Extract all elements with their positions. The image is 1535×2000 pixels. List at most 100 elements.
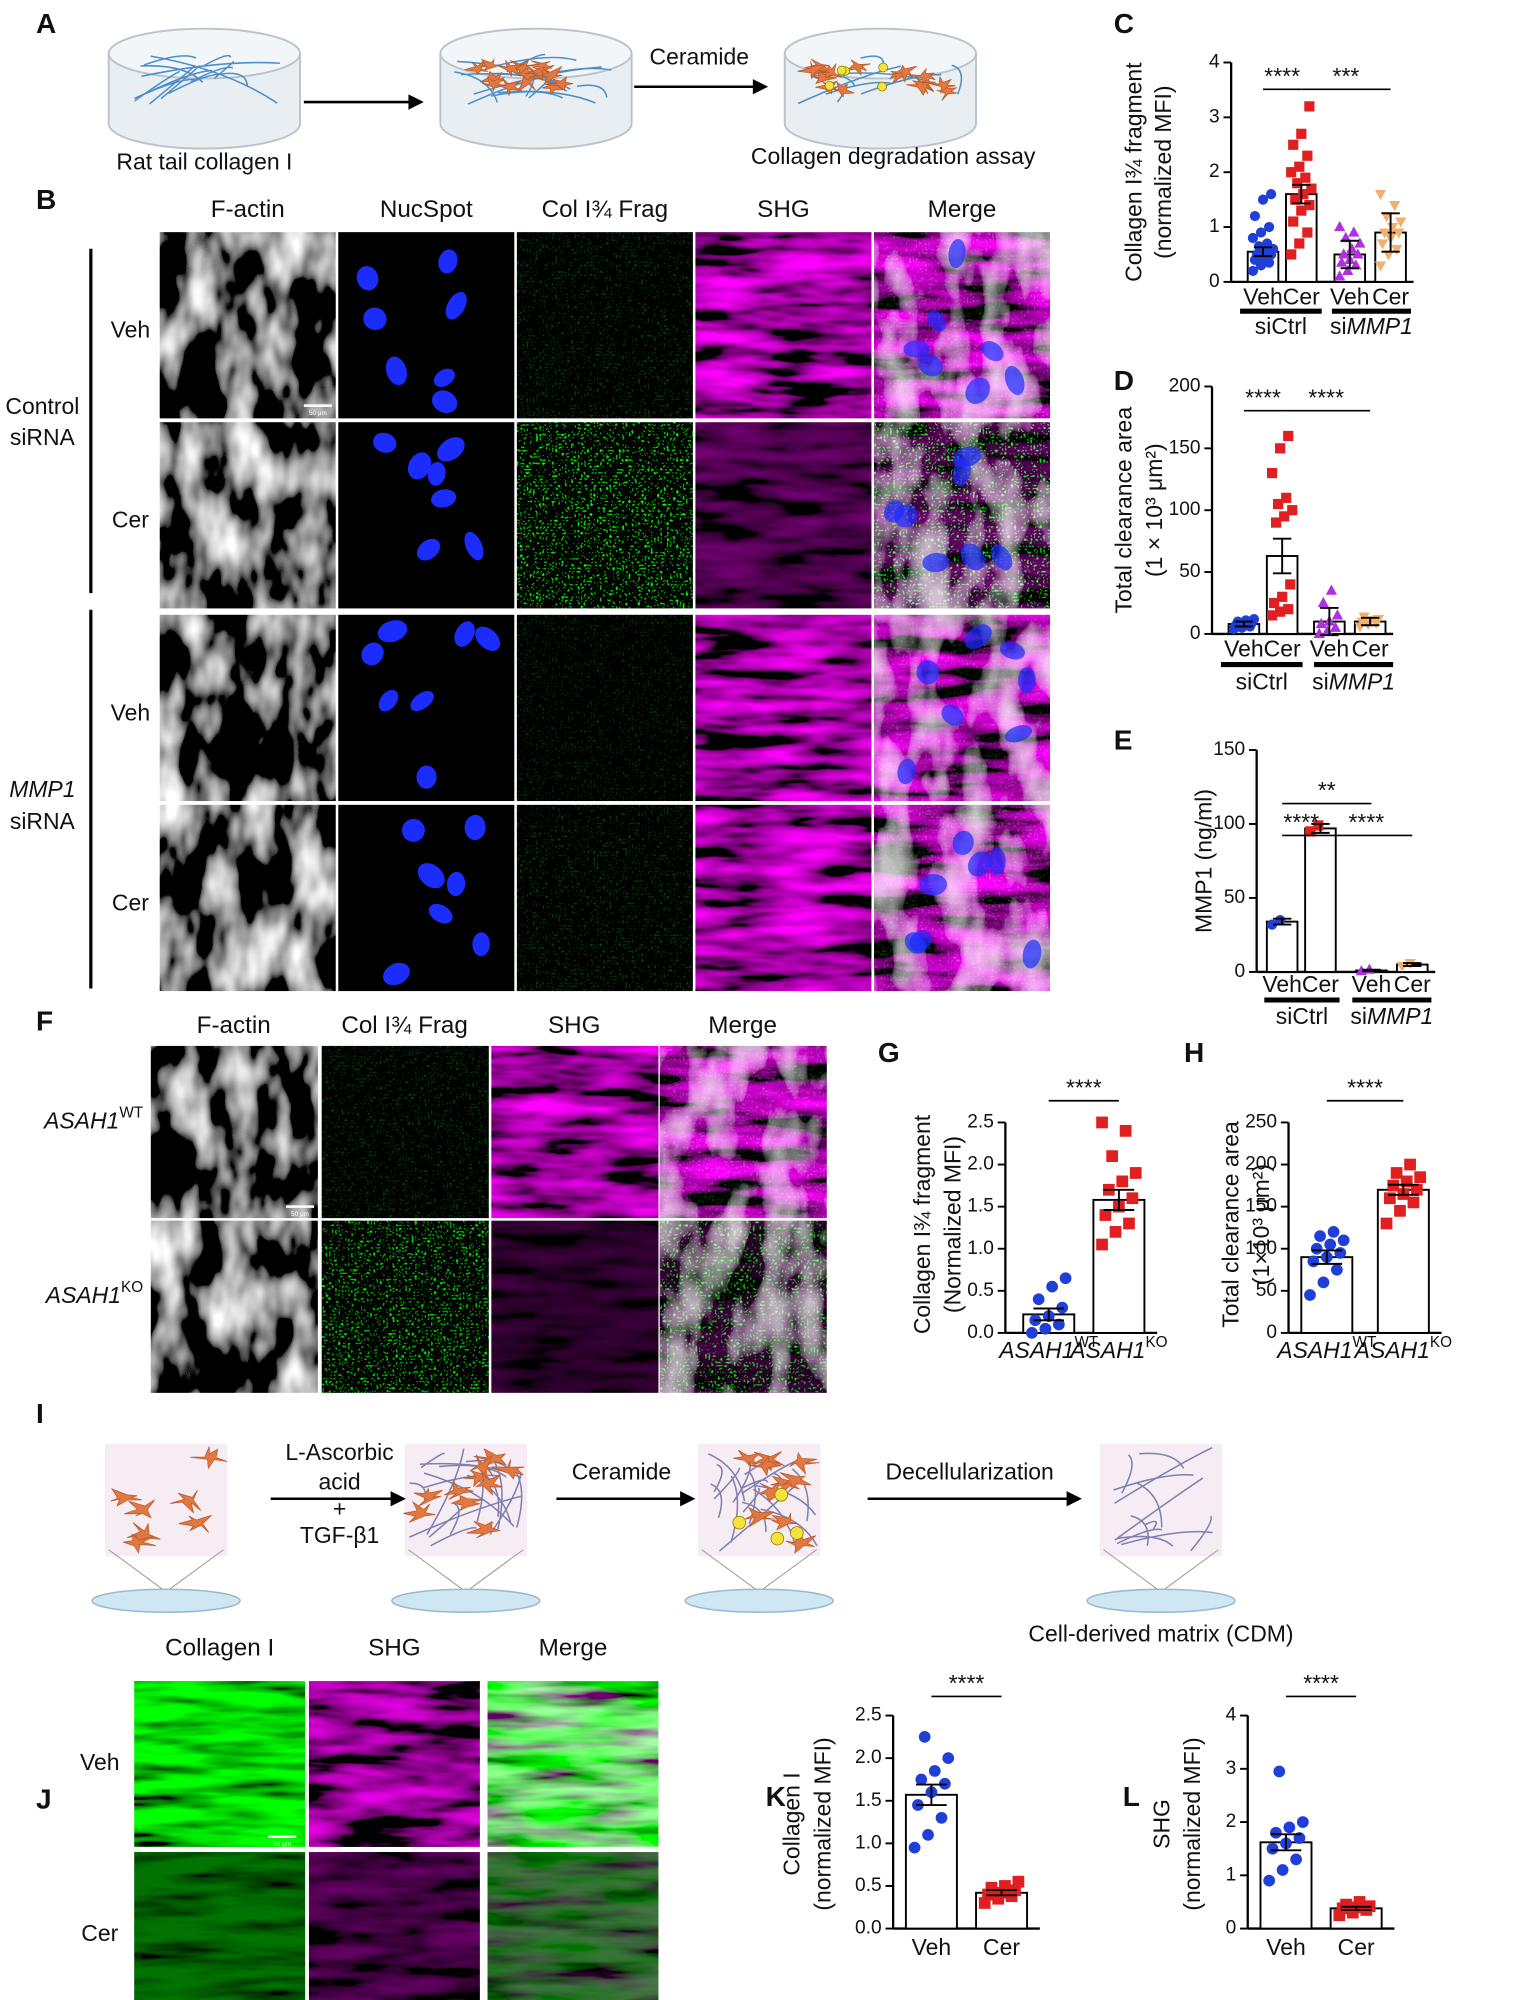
petri — [391, 1588, 541, 1614]
point — [1273, 498, 1284, 510]
fiber — [203, 54, 232, 67]
group-label: siCtrl — [1276, 1003, 1328, 1029]
nucleus — [897, 758, 916, 785]
point — [1276, 1864, 1289, 1876]
nucleus — [1004, 725, 1033, 743]
cell — [906, 80, 936, 96]
cell — [744, 1507, 775, 1528]
nucleus — [472, 932, 490, 957]
x-tick-label: Cer — [983, 1934, 1020, 1960]
nucleus — [378, 689, 399, 712]
point — [1119, 1125, 1132, 1137]
channel — [321, 1045, 489, 1219]
error-bar — [1234, 620, 1254, 628]
label: Cer — [112, 889, 149, 915]
label: F-actin — [211, 196, 285, 223]
channel — [159, 804, 336, 992]
point — [1046, 1280, 1058, 1293]
nucleus — [361, 642, 384, 666]
cell — [525, 65, 555, 82]
y-tick-label: 1.0 — [855, 1832, 882, 1853]
nucleus — [377, 620, 408, 643]
point — [999, 1880, 1011, 1892]
nucleus — [948, 238, 966, 269]
fiber — [423, 1472, 515, 1527]
y-axis-label: (normalized MFI) — [1179, 1737, 1205, 1910]
point — [922, 1828, 934, 1841]
point — [1334, 220, 1346, 232]
label: Decellularization — [886, 1458, 1054, 1484]
y-tick-label: 1 — [1209, 216, 1220, 237]
guide — [1103, 1549, 1162, 1593]
error-bar — [1340, 239, 1359, 270]
point — [942, 1752, 955, 1765]
cell — [527, 60, 553, 75]
point — [1275, 606, 1286, 617]
fiber — [742, 1501, 767, 1533]
point — [1310, 1242, 1323, 1255]
panel-letter: G — [878, 1037, 900, 1068]
point — [1255, 227, 1267, 238]
cell — [190, 1446, 228, 1470]
label: Ceramide — [572, 1458, 671, 1484]
arrow-head — [680, 1491, 696, 1507]
point — [1376, 239, 1389, 250]
cell — [750, 1455, 781, 1477]
nucleus — [363, 307, 387, 331]
x-tick-label: Cer — [1338, 1934, 1375, 1960]
cell — [845, 59, 871, 76]
y-tick-label: 100 — [1169, 499, 1201, 520]
fiber — [797, 65, 901, 105]
label: Control — [5, 393, 79, 419]
guide — [701, 1549, 760, 1593]
fiber — [713, 1467, 741, 1500]
nucleus — [903, 340, 930, 358]
point — [1116, 1175, 1129, 1188]
nucleus — [454, 621, 475, 647]
error-bar — [1272, 537, 1292, 575]
channel — [695, 422, 872, 609]
point — [985, 1881, 998, 1894]
superscript: WT — [1074, 1334, 1098, 1351]
point — [1283, 430, 1294, 442]
y-tick-label: 0.5 — [855, 1875, 882, 1896]
group-italic: MMP1 — [1367, 1003, 1433, 1029]
point — [1407, 1196, 1420, 1209]
nucleus — [438, 249, 458, 274]
cell — [464, 59, 489, 76]
nucleus — [952, 446, 982, 468]
error-bar — [1033, 1307, 1065, 1322]
point — [1346, 242, 1358, 254]
sig-label: **** — [1348, 809, 1384, 835]
error-bar — [1311, 1249, 1343, 1265]
cell — [463, 1467, 491, 1488]
label: + — [333, 1495, 346, 1521]
channel — [134, 1852, 306, 2000]
panel-letter: D — [1114, 365, 1134, 396]
point — [1317, 1276, 1330, 1289]
channel — [516, 422, 693, 609]
point — [1304, 101, 1315, 112]
y-tick-label: 4 — [1209, 52, 1220, 73]
channel — [159, 232, 336, 419]
micrograph — [338, 804, 515, 992]
y-axis-label: (1×10³ μm²) — [1248, 1164, 1274, 1285]
point — [1099, 1209, 1112, 1221]
point — [1294, 161, 1305, 172]
fiber — [1190, 1515, 1212, 1552]
point — [1268, 597, 1280, 609]
error-bar — [1340, 1905, 1372, 1911]
y-tick-label: 100 — [1245, 1238, 1277, 1259]
point — [1325, 584, 1337, 595]
error-bar — [1403, 962, 1422, 967]
fiber — [1121, 1454, 1133, 1494]
point — [1290, 194, 1301, 205]
nucleus — [464, 814, 486, 841]
point — [1249, 210, 1261, 222]
group-text: si — [1330, 313, 1347, 339]
label: siRNA — [10, 424, 76, 450]
point — [1331, 609, 1344, 620]
channel — [134, 1681, 306, 1847]
point — [1279, 511, 1290, 522]
